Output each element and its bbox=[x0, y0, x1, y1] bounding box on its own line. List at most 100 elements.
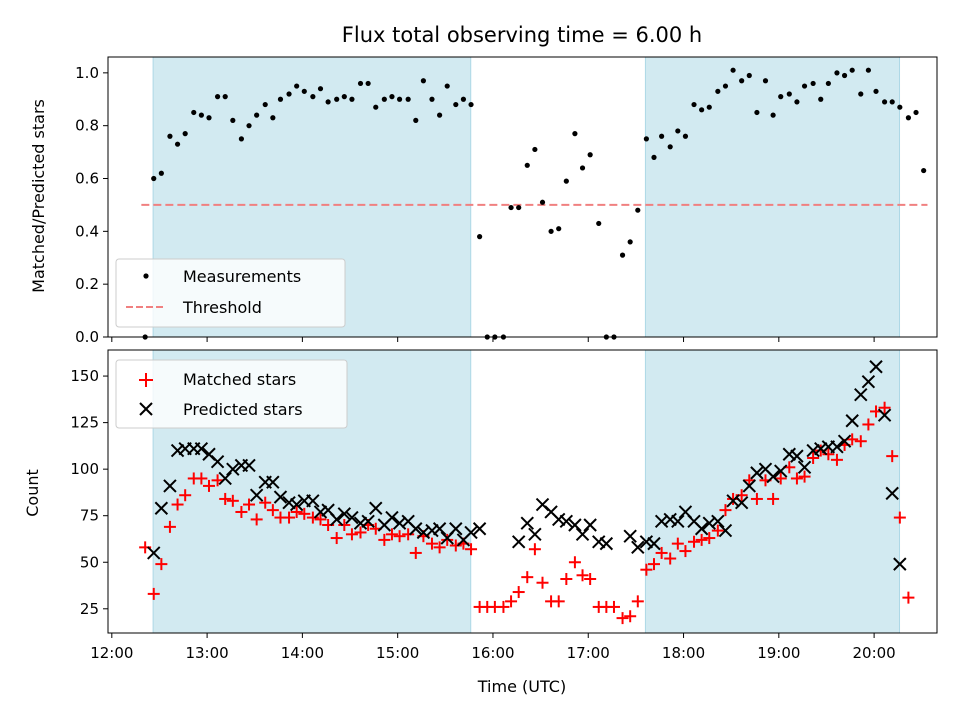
predicted-star-point bbox=[869, 360, 883, 374]
matched-star-point bbox=[830, 453, 843, 466]
top-y-axis: 0.0 0.2 0.4 0.6 0.8 1.0 bbox=[75, 64, 108, 346]
predicted-star-point bbox=[814, 441, 828, 456]
matched-star-point bbox=[822, 448, 835, 461]
predicted-star-point bbox=[226, 462, 240, 476]
bottom-shaded-region bbox=[644, 349, 901, 634]
x-axis-label: Time (UTC) bbox=[477, 677, 566, 696]
matched-star-point bbox=[631, 595, 644, 608]
predicted-star-point bbox=[170, 443, 185, 458]
measurement-point bbox=[453, 101, 459, 108]
measurement-point bbox=[310, 94, 316, 100]
legend-matched-label: Matched stars bbox=[183, 370, 296, 389]
x-tick-label: 18:00 bbox=[662, 644, 705, 662]
measurement-point bbox=[516, 204, 522, 211]
matched-star-point bbox=[306, 511, 319, 524]
measurement-point bbox=[532, 146, 538, 153]
x-tick-label: 16:00 bbox=[471, 644, 514, 662]
measurement-point bbox=[682, 133, 689, 139]
matched-star-point bbox=[203, 479, 216, 492]
measurement-point bbox=[373, 104, 379, 110]
matched-star-point bbox=[226, 494, 239, 507]
matched-star-point bbox=[219, 492, 232, 505]
measurement-point bbox=[230, 117, 236, 123]
matched-star-points bbox=[139, 401, 915, 625]
measurement-point bbox=[222, 94, 228, 100]
measurement-point bbox=[563, 178, 569, 184]
measurement-point bbox=[167, 133, 173, 139]
measurement-point bbox=[539, 199, 546, 205]
legend-measurement-marker bbox=[143, 273, 149, 279]
matched-star-point bbox=[679, 545, 692, 558]
predicted-star-point bbox=[147, 546, 161, 560]
matched-star-point bbox=[155, 558, 168, 571]
bottom-x-axis: 12:00 13:00 14:00 15:00 16:00 17:00 18:00 19:00… bbox=[90, 633, 896, 662]
matched-star-point bbox=[465, 543, 478, 556]
matched-star-point bbox=[846, 433, 859, 446]
predicted-star-point bbox=[249, 488, 264, 502]
measurement-point bbox=[841, 72, 848, 79]
measurement-point bbox=[865, 67, 871, 73]
matched-star-point bbox=[298, 507, 311, 520]
measurement-point bbox=[214, 94, 221, 100]
predicted-star-point bbox=[154, 501, 169, 515]
predicted-star-point bbox=[647, 536, 661, 551]
predicted-star-point bbox=[464, 525, 478, 540]
predicted-star-point bbox=[663, 512, 677, 527]
predicted-star-point bbox=[337, 507, 352, 521]
predicted-star-point bbox=[528, 527, 542, 542]
matched-star-point bbox=[385, 528, 398, 541]
matched-star-point bbox=[330, 532, 343, 545]
predicted-star-point bbox=[472, 522, 487, 536]
legend-threshold-label: Threshold bbox=[182, 298, 262, 317]
predicted-star-point bbox=[718, 523, 733, 538]
measurement-point bbox=[794, 99, 800, 105]
measurement-point bbox=[897, 104, 903, 110]
measurement-point bbox=[596, 220, 602, 227]
bottom-y-tick-label: 150 bbox=[70, 367, 99, 385]
measurement-point bbox=[437, 112, 443, 118]
bottom-legend: Matched stars Predicted stars bbox=[115, 359, 348, 429]
measurement-point bbox=[818, 96, 824, 102]
predicted-star-point bbox=[854, 387, 868, 402]
predicted-star-point bbox=[877, 408, 892, 422]
matched-star-point bbox=[878, 401, 891, 414]
measurement-point bbox=[921, 167, 927, 174]
measurement-point bbox=[786, 91, 792, 97]
measurement-point bbox=[699, 107, 705, 113]
matched-star-point bbox=[497, 600, 510, 613]
predicted-star-point bbox=[163, 479, 177, 493]
bottom-axes-frame bbox=[107, 349, 938, 634]
top-x-ticks bbox=[111, 337, 875, 342]
measurement-point bbox=[460, 96, 467, 102]
predicted-star-point bbox=[273, 490, 288, 504]
matched-star-point bbox=[750, 492, 763, 505]
measurement-point bbox=[182, 131, 188, 137]
measurement-point bbox=[341, 94, 347, 100]
matched-star-point bbox=[655, 546, 668, 559]
legend-predicted-label: Predicted stars bbox=[183, 400, 303, 419]
top-y-tick-label: 1.0 bbox=[75, 64, 99, 82]
matched-star-point bbox=[195, 472, 208, 485]
bottom-panel: 25 50 75 100 125 150 12:00 13:00 14:00 15:00 16:0… bbox=[23, 349, 938, 696]
legend-measurements-label: Measurements bbox=[183, 267, 301, 286]
measurement-point bbox=[834, 70, 840, 76]
predicted-star-point bbox=[861, 374, 876, 389]
predicted-star-point bbox=[885, 486, 899, 501]
measurement-point bbox=[548, 228, 554, 234]
matched-star-point bbox=[719, 504, 732, 517]
predicted-star-point bbox=[194, 441, 209, 456]
matched-star-point bbox=[521, 571, 534, 584]
measurement-point bbox=[317, 86, 324, 92]
measurement-point bbox=[667, 144, 673, 150]
measurement-point bbox=[508, 204, 514, 211]
measurement-point bbox=[444, 83, 450, 89]
matched-star-point bbox=[409, 546, 422, 559]
measurement-point bbox=[913, 109, 919, 116]
predicted-star-point bbox=[742, 479, 756, 493]
predicted-star-point bbox=[599, 536, 614, 551]
matched-star-point bbox=[616, 612, 629, 625]
predicted-star-point bbox=[266, 475, 280, 489]
predicted-star-point bbox=[837, 434, 852, 448]
predicted-star-point bbox=[830, 440, 844, 454]
